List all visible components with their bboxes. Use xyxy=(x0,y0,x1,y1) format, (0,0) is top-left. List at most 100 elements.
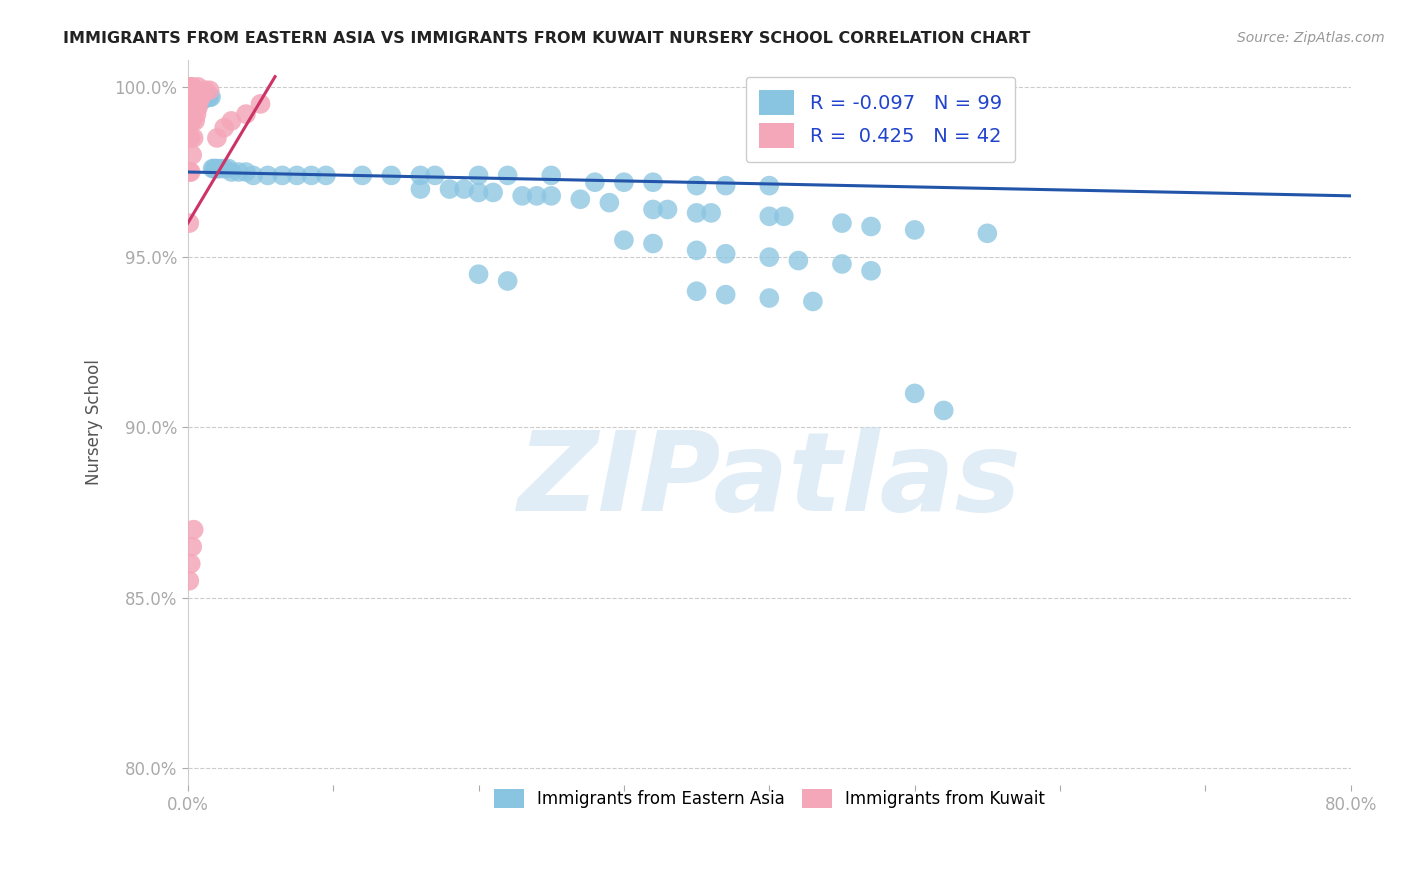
Point xyxy=(212,161,235,176)
Point xyxy=(613,233,636,247)
Point xyxy=(482,186,505,200)
Point xyxy=(409,182,432,196)
Point xyxy=(180,90,202,104)
Point xyxy=(787,253,810,268)
Point xyxy=(860,219,883,234)
Point xyxy=(184,90,207,104)
Point xyxy=(202,161,225,176)
Point xyxy=(180,83,202,97)
Point xyxy=(179,96,201,111)
Point xyxy=(758,291,780,305)
Point xyxy=(218,161,240,176)
Point xyxy=(242,169,264,183)
Point xyxy=(208,161,231,176)
Point xyxy=(184,83,207,97)
Point xyxy=(205,131,228,145)
Point xyxy=(212,120,235,135)
Point xyxy=(179,165,201,179)
Point xyxy=(187,79,209,94)
Point xyxy=(179,216,201,230)
Point xyxy=(758,178,780,193)
Point xyxy=(205,161,228,176)
Point xyxy=(496,169,519,183)
Point xyxy=(228,165,250,179)
Point xyxy=(180,131,202,145)
Point xyxy=(186,83,208,97)
Point xyxy=(583,175,606,189)
Point xyxy=(183,87,205,101)
Point xyxy=(831,216,853,230)
Legend: Immigrants from Eastern Asia, Immigrants from Kuwait: Immigrants from Eastern Asia, Immigrants… xyxy=(485,780,1053,817)
Point xyxy=(180,94,202,108)
Point xyxy=(180,87,202,101)
Point xyxy=(758,209,780,223)
Point xyxy=(496,274,519,288)
Point xyxy=(904,223,927,237)
Point xyxy=(714,246,737,260)
Point xyxy=(181,87,204,101)
Point xyxy=(194,90,217,104)
Point xyxy=(540,169,562,183)
Point xyxy=(235,165,257,179)
Point xyxy=(714,287,737,301)
Point xyxy=(183,131,205,145)
Point xyxy=(198,83,221,97)
Point xyxy=(204,161,226,176)
Point xyxy=(598,195,620,210)
Point xyxy=(181,79,204,94)
Point xyxy=(186,107,208,121)
Point xyxy=(181,96,204,111)
Point xyxy=(181,94,204,108)
Point xyxy=(179,114,201,128)
Point xyxy=(183,94,205,108)
Point xyxy=(831,257,853,271)
Point xyxy=(221,165,243,179)
Point xyxy=(285,169,308,183)
Point xyxy=(932,403,955,417)
Point xyxy=(657,202,679,217)
Point xyxy=(179,79,201,94)
Point xyxy=(187,87,209,101)
Point xyxy=(200,90,222,104)
Point xyxy=(193,90,215,104)
Point xyxy=(641,175,664,189)
Point xyxy=(180,114,202,128)
Point xyxy=(191,90,214,104)
Point xyxy=(685,284,707,298)
Point xyxy=(188,90,211,104)
Point xyxy=(179,83,201,97)
Point xyxy=(380,169,402,183)
Point xyxy=(197,90,219,104)
Point xyxy=(235,107,257,121)
Point xyxy=(467,186,489,200)
Point xyxy=(180,557,202,571)
Point xyxy=(976,227,998,241)
Point xyxy=(180,87,202,101)
Point xyxy=(188,94,211,108)
Text: ZIPatlas: ZIPatlas xyxy=(517,427,1021,534)
Point xyxy=(221,114,243,128)
Point xyxy=(181,540,204,554)
Point xyxy=(685,178,707,193)
Point xyxy=(180,79,202,94)
Point xyxy=(179,87,201,101)
Point xyxy=(201,161,224,176)
Point xyxy=(271,169,294,183)
Point xyxy=(439,182,461,196)
Point xyxy=(183,83,205,97)
Point xyxy=(191,87,214,101)
Point xyxy=(569,192,592,206)
Point xyxy=(453,182,475,196)
Point xyxy=(198,90,221,104)
Point xyxy=(409,169,432,183)
Point xyxy=(179,87,201,101)
Point xyxy=(179,90,201,104)
Y-axis label: Nursery School: Nursery School xyxy=(86,359,103,485)
Point xyxy=(190,90,212,104)
Point xyxy=(181,83,204,97)
Point xyxy=(184,114,207,128)
Point xyxy=(186,90,208,104)
Point xyxy=(181,87,204,101)
Point xyxy=(352,169,374,183)
Point xyxy=(181,114,204,128)
